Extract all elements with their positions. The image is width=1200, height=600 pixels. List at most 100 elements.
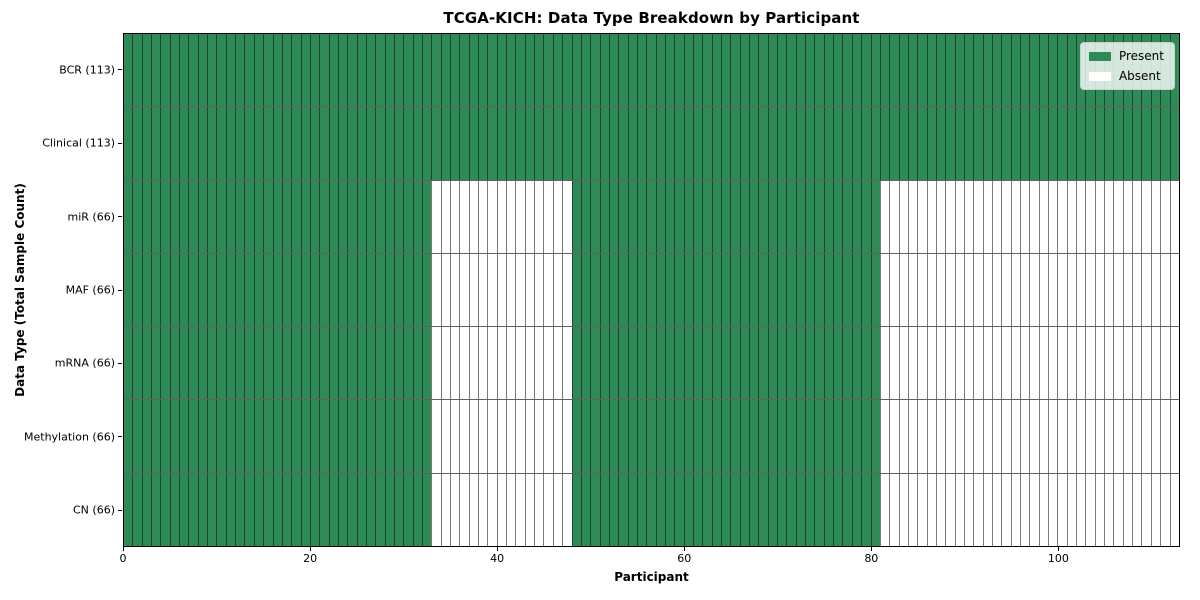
heatmap-cell <box>169 400 180 473</box>
heatmap-cell <box>730 473 740 546</box>
heatmap-cell <box>160 253 170 327</box>
heatmap-cell <box>646 107 656 180</box>
heatmap-cell <box>1076 180 1086 253</box>
heatmap-cell <box>1085 400 1095 473</box>
heatmap-cell <box>963 180 974 253</box>
heatmap-cell <box>590 473 600 546</box>
heatmap-cell <box>459 180 469 253</box>
heatmap-cell <box>1076 327 1086 400</box>
heatmap-cell <box>459 473 469 546</box>
heatmap-cell <box>1113 180 1123 253</box>
heatmap-cell <box>403 473 413 546</box>
x-tick-label: 20 <box>303 552 318 565</box>
heatmap-cell <box>281 34 292 107</box>
heatmap-cell <box>833 400 843 473</box>
heatmap-cell <box>1104 327 1114 400</box>
heatmap-cell <box>562 107 572 180</box>
heatmap-cell <box>478 327 488 400</box>
heatmap-cell <box>347 400 357 473</box>
heatmap-cell <box>188 180 198 253</box>
heatmap-cell <box>151 253 161 327</box>
heatmap-cell <box>889 180 899 253</box>
heatmap-cell <box>571 34 581 107</box>
heatmap-cell <box>375 107 385 180</box>
heatmap-cell <box>141 473 152 546</box>
heatmap-cell <box>534 34 544 107</box>
heatmap-cell <box>179 400 189 473</box>
heatmap-cell <box>515 107 525 180</box>
heatmap-cell <box>235 253 245 327</box>
heatmap-cell <box>870 473 880 546</box>
heatmap-cell <box>487 107 497 180</box>
heatmap-cell <box>496 400 507 473</box>
heatmap-cell <box>272 327 282 400</box>
heatmap-cell <box>216 34 226 107</box>
heatmap-cell <box>805 400 815 473</box>
heatmap-cell <box>1141 327 1151 400</box>
heatmap-cell <box>777 107 787 180</box>
x-axis-label: Participant <box>614 570 689 584</box>
heatmap-cell <box>795 34 806 107</box>
heatmap-cell <box>450 34 460 107</box>
heatmap-cell <box>552 400 563 473</box>
heatmap-cell <box>926 180 936 253</box>
heatmap-cell <box>440 327 451 400</box>
heatmap-cell <box>207 107 217 180</box>
heatmap-cell <box>1066 253 1077 327</box>
heatmap-cell <box>141 107 152 180</box>
heatmap-cell <box>870 327 880 400</box>
heatmap-cell <box>945 327 955 400</box>
heatmap-cell <box>870 107 880 180</box>
heatmap-cell <box>384 473 394 546</box>
heatmap-cell <box>487 253 497 327</box>
heatmap-cell <box>1122 180 1133 253</box>
heatmap-cell <box>1020 400 1030 473</box>
heatmap-cell <box>515 180 525 253</box>
heatmap-cell <box>141 34 152 107</box>
heatmap-cell <box>991 253 1002 327</box>
heatmap-cell <box>281 107 292 180</box>
heatmap-cell <box>281 253 292 327</box>
heatmap-cell <box>982 253 992 327</box>
heatmap-cell <box>319 327 329 400</box>
heatmap-cell <box>833 107 843 180</box>
heatmap-cell <box>440 107 451 180</box>
heatmap-cell <box>1132 107 1142 180</box>
heatmap-cell <box>982 473 992 546</box>
heatmap-cell <box>468 400 479 473</box>
heatmap-cell <box>963 473 974 546</box>
heatmap-cell <box>758 327 768 400</box>
heatmap-cell <box>496 327 507 400</box>
x-tick-mark <box>871 547 873 551</box>
heatmap-cell <box>655 400 665 473</box>
legend: Present Absent <box>1079 42 1175 90</box>
heatmap-cell <box>861 473 871 546</box>
heatmap-cell <box>524 327 535 400</box>
heatmap-cell <box>935 107 946 180</box>
heatmap-cell <box>1029 400 1039 473</box>
heatmap-cell <box>347 107 357 180</box>
heatmap-cell <box>263 180 273 253</box>
heatmap-cell <box>393 473 404 546</box>
heatmap-cell <box>244 34 254 107</box>
heatmap-cell <box>599 107 609 180</box>
heatmap-cell <box>627 34 637 107</box>
heatmap-cell <box>692 473 703 546</box>
heatmap-cell <box>898 473 908 546</box>
heatmap-cell <box>917 253 927 327</box>
heatmap-cell <box>590 34 600 107</box>
heatmap-cell <box>861 107 871 180</box>
heatmap-cell <box>524 473 535 546</box>
heatmap-cell <box>1010 34 1020 107</box>
heatmap-cell <box>1104 180 1114 253</box>
heatmap-cell <box>1132 400 1142 473</box>
heatmap-cell <box>627 180 637 253</box>
heatmap-cell <box>468 107 479 180</box>
heatmap-cell <box>571 253 581 327</box>
heatmap-cell <box>562 400 572 473</box>
heatmap-cell <box>767 34 778 107</box>
heatmap-cell <box>534 400 544 473</box>
heatmap-cell <box>393 400 404 473</box>
heatmap-cell <box>571 107 581 180</box>
heatmap-cell <box>347 34 357 107</box>
